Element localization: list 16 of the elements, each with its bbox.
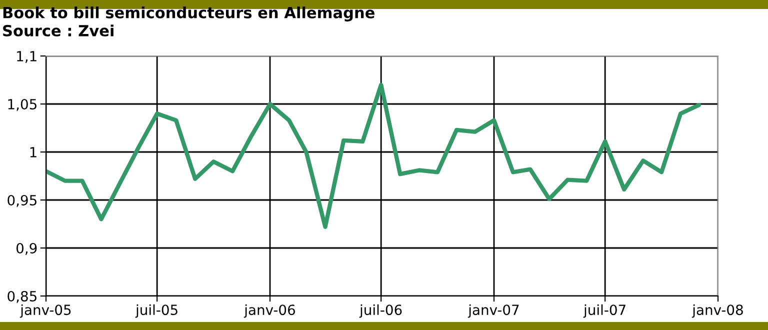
x-tick-label: janv-06	[244, 304, 295, 318]
x-tick-label: juil-07	[583, 304, 626, 318]
chart-title: Book to bill semiconducteurs en Allemagne	[3, 6, 374, 22]
line-series	[46, 82, 702, 229]
y-tick-label: 0,9	[16, 242, 37, 255]
x-tick-label: juil-05	[135, 304, 178, 318]
y-tick-label: 0,85	[8, 290, 36, 303]
x-tick-label: janv-05	[20, 304, 71, 318]
y-tick-label: 1,1	[17, 51, 36, 63]
y-tick-label: 0,95	[8, 194, 36, 207]
x-tick-label: janv-08	[692, 304, 743, 318]
x-tick-label: janv-07	[468, 304, 519, 318]
y-tick-label: 1	[30, 147, 36, 158]
x-tick-label: juil-06	[359, 304, 402, 318]
y-tick-label: 1,05	[8, 98, 36, 111]
chart-subtitle: Source : Zvei	[3, 24, 114, 36]
